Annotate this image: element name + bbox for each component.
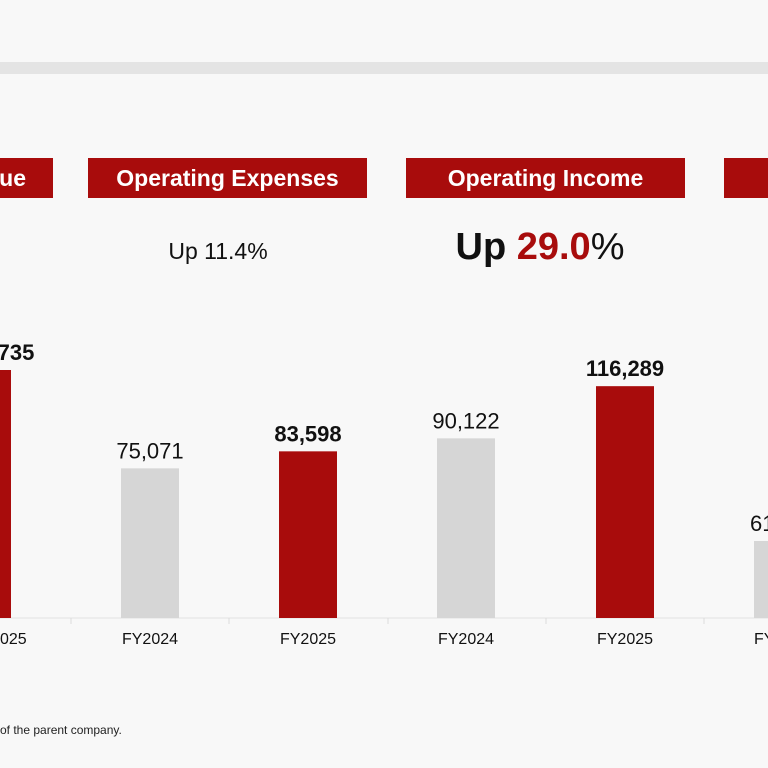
bar-fy-5 xyxy=(754,541,768,618)
header-operating-expenses: Operating Expenses xyxy=(88,158,367,198)
header-fourth xyxy=(724,158,768,198)
header-revenue-label: ue xyxy=(0,164,26,191)
tick-label-4: FY2025 xyxy=(597,631,653,648)
value-label-3: 90,122 xyxy=(432,408,499,433)
value-label-5: 61 xyxy=(750,511,768,536)
tick-label-3: FY2024 xyxy=(438,631,494,648)
top-divider xyxy=(0,62,768,74)
tick-label-0: 025 xyxy=(0,631,27,648)
footnote: of the parent company. xyxy=(0,723,122,737)
operating-income-change-suffix: % xyxy=(590,226,625,268)
bar-fy2024-3 xyxy=(437,438,495,618)
tick-label-5: FY xyxy=(754,631,768,648)
operating-income-change: Up 29.0% xyxy=(400,226,680,269)
bar-fy2024-1 xyxy=(121,468,179,618)
bar-fy2025-2 xyxy=(279,451,337,618)
value-label-0: 735 xyxy=(0,340,34,365)
bar-025-0 xyxy=(0,370,11,618)
bar-fy2025-4 xyxy=(596,386,654,618)
header-operating-expenses-label: Operating Expenses xyxy=(116,164,339,191)
tick-label-1: FY2024 xyxy=(122,631,178,648)
header-operating-income-label: Operating Income xyxy=(447,164,644,191)
value-label-1: 75,071 xyxy=(116,438,183,463)
operating-income-change-value: 29.0 xyxy=(516,226,591,268)
value-label-2: 83,598 xyxy=(274,421,341,446)
operating-expenses-change: Up 11.4% xyxy=(168,238,268,264)
header-revenue: ue xyxy=(0,158,53,198)
tick-label-2: FY2025 xyxy=(280,631,336,648)
operating-income-change-prefix: Up xyxy=(455,226,517,268)
header-operating-income: Operating Income xyxy=(406,158,685,198)
value-label-4: 116,289 xyxy=(586,356,664,381)
